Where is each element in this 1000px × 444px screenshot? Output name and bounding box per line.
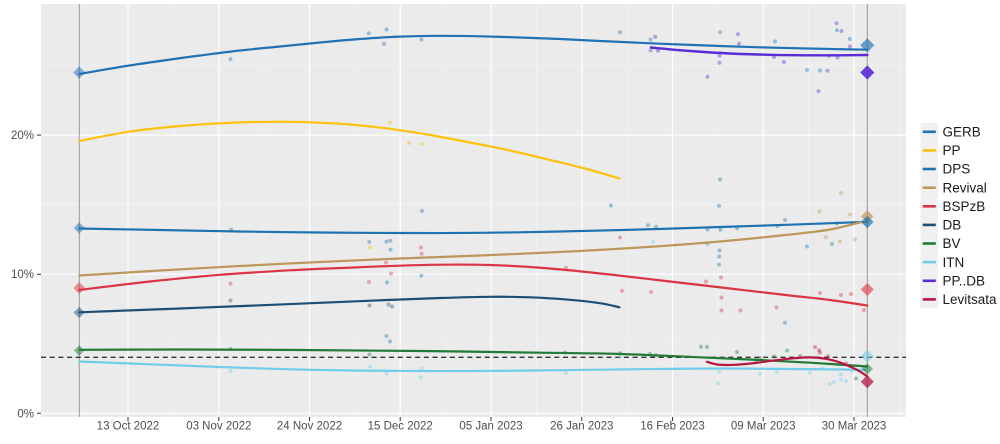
svg-text:05 Jan 2023: 05 Jan 2023 [459, 421, 522, 433]
svg-text:Levitsata: Levitsata [943, 292, 998, 307]
svg-text:BSPzB: BSPzB [943, 199, 986, 214]
svg-text:BV: BV [943, 236, 961, 251]
svg-text:DPS: DPS [943, 162, 971, 177]
svg-text:13 Oct 2022: 13 Oct 2022 [97, 421, 160, 433]
svg-text:PP..DB: PP..DB [943, 274, 986, 289]
svg-text:20%: 20% [11, 130, 34, 142]
svg-text:16 Feb 2023: 16 Feb 2023 [640, 421, 705, 433]
svg-text:GERB: GERB [943, 125, 981, 140]
svg-text:0%: 0% [17, 408, 34, 420]
svg-text:03 Nov 2022: 03 Nov 2022 [186, 421, 251, 433]
svg-text:30 Mar 2023: 30 Mar 2023 [822, 421, 887, 433]
svg-text:DB: DB [943, 218, 962, 233]
svg-text:10%: 10% [11, 269, 34, 281]
svg-text:26 Jan 2023: 26 Jan 2023 [550, 421, 613, 433]
svg-text:09 Mar 2023: 09 Mar 2023 [731, 421, 796, 433]
svg-text:PP: PP [943, 143, 961, 158]
svg-text:24 Nov 2022: 24 Nov 2022 [277, 421, 342, 433]
svg-text:Revival: Revival [943, 180, 987, 195]
svg-text:ITN: ITN [943, 255, 965, 270]
svg-text:15 Dec 2022: 15 Dec 2022 [368, 421, 433, 433]
